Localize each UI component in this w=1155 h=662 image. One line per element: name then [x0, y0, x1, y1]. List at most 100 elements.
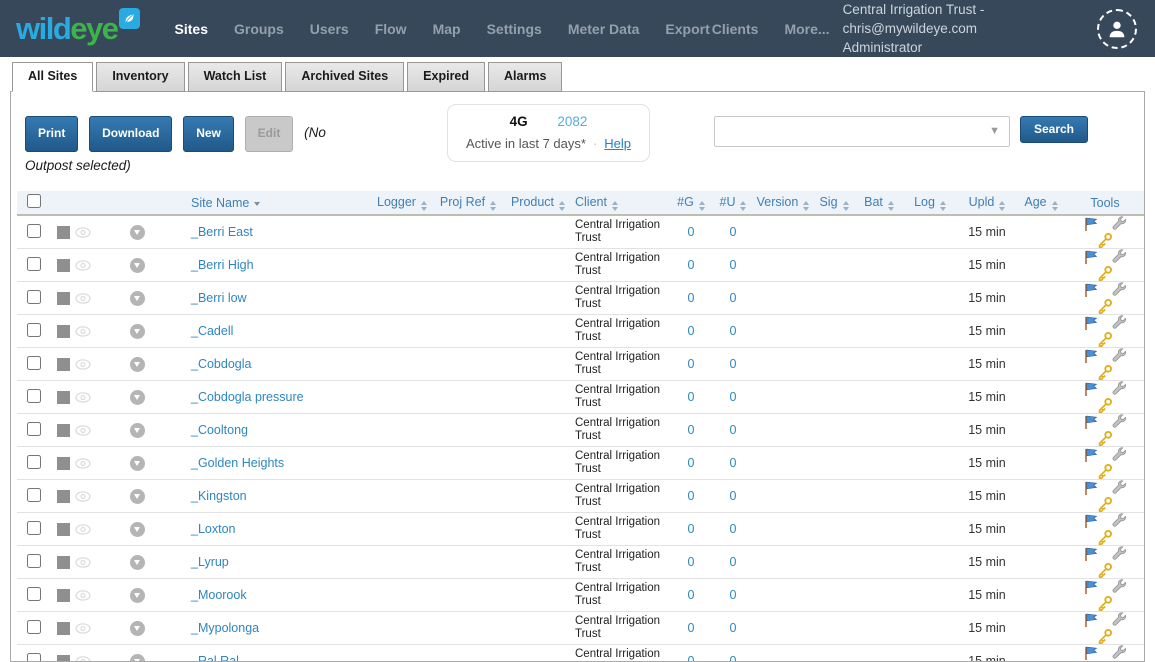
eye-icon[interactable] — [75, 259, 91, 271]
site-link[interactable]: _Berri East — [191, 225, 253, 239]
flag-icon[interactable] — [1083, 480, 1099, 496]
marker-icon[interactable] — [129, 455, 145, 471]
nav-item[interactable]: Groups — [233, 20, 284, 37]
marker-icon[interactable] — [129, 389, 145, 405]
wrench-icon[interactable] — [1111, 645, 1127, 661]
nav-item[interactable]: Meter Data — [567, 20, 640, 37]
eye-icon[interactable] — [75, 391, 91, 403]
eye-icon[interactable] — [75, 589, 91, 601]
marker-icon[interactable] — [129, 290, 145, 306]
row-checkbox[interactable] — [27, 586, 41, 601]
eye-icon[interactable] — [75, 325, 91, 337]
marker-icon[interactable] — [129, 488, 145, 504]
flag-icon[interactable] — [1083, 216, 1099, 232]
col-age[interactable]: Age — [1016, 191, 1066, 216]
tab[interactable]: Inventory — [96, 62, 185, 92]
wrench-icon[interactable] — [1111, 348, 1127, 364]
row-checkbox[interactable] — [27, 256, 41, 271]
tab[interactable]: Expired — [407, 62, 486, 92]
site-link[interactable]: _Golden Heights — [191, 456, 285, 470]
wildeye-logo[interactable]: wildeye — [16, 7, 140, 46]
marker-icon[interactable] — [129, 587, 145, 603]
col-product[interactable]: Product — [501, 191, 575, 216]
tab[interactable]: All Sites — [12, 62, 94, 92]
col-version[interactable]: Version — [754, 191, 812, 216]
nav-item[interactable]: Map — [432, 20, 461, 37]
site-link[interactable]: _Berri low — [191, 291, 247, 305]
key-icon[interactable] — [1097, 430, 1113, 447]
site-link[interactable]: _Cobdogla pressure — [191, 390, 304, 404]
nav-item[interactable]: More... — [784, 20, 830, 37]
wrench-icon[interactable] — [1111, 282, 1127, 298]
help-link[interactable]: Help — [604, 136, 632, 151]
print-button[interactable]: Print — [25, 116, 79, 152]
search-input[interactable] — [720, 118, 986, 145]
site-link[interactable]: _Ral Ral — [191, 654, 239, 662]
eye-icon[interactable] — [75, 292, 91, 304]
row-checkbox[interactable] — [27, 355, 41, 370]
wrench-icon[interactable] — [1111, 612, 1127, 628]
marker-icon[interactable] — [129, 356, 145, 372]
site-link[interactable]: _Moorook — [191, 588, 247, 602]
marker-icon[interactable] — [129, 521, 145, 537]
nav-item[interactable]: Sites — [174, 20, 208, 37]
key-icon[interactable] — [1097, 265, 1113, 282]
key-icon[interactable] — [1097, 628, 1113, 645]
flag-icon[interactable] — [1083, 546, 1099, 562]
site-link[interactable]: _Mypolonga — [191, 621, 260, 635]
key-icon[interactable] — [1097, 364, 1113, 381]
new-button[interactable]: New — [183, 116, 234, 152]
download-button[interactable]: Download — [89, 116, 173, 152]
col-upld[interactable]: Upld — [958, 191, 1016, 216]
marker-icon[interactable] — [129, 257, 145, 273]
wrench-icon[interactable] — [1111, 513, 1127, 529]
row-checkbox[interactable] — [27, 322, 41, 337]
site-link[interactable]: _Lyrup — [191, 555, 229, 569]
row-checkbox[interactable] — [27, 487, 41, 502]
wrench-icon[interactable] — [1111, 414, 1127, 430]
row-checkbox[interactable] — [27, 454, 41, 469]
key-icon[interactable] — [1097, 232, 1113, 249]
site-link[interactable]: _Kingston — [191, 489, 247, 503]
row-checkbox[interactable] — [27, 388, 41, 403]
flag-icon[interactable] — [1083, 348, 1099, 364]
col-bat[interactable]: Bat — [856, 191, 902, 216]
flag-icon[interactable] — [1083, 447, 1099, 463]
flag-icon[interactable] — [1083, 249, 1099, 265]
nav-item[interactable]: Users — [309, 20, 349, 37]
flag-icon[interactable] — [1083, 282, 1099, 298]
nav-item[interactable]: Settings — [486, 20, 542, 37]
tab[interactable]: Archived Sites — [285, 62, 405, 92]
row-checkbox[interactable] — [27, 520, 41, 535]
key-icon[interactable] — [1097, 562, 1113, 579]
eye-icon[interactable] — [75, 523, 91, 535]
marker-icon[interactable] — [129, 422, 145, 438]
flag-icon[interactable] — [1083, 513, 1099, 529]
row-checkbox[interactable] — [27, 289, 41, 304]
flag-icon[interactable] — [1083, 612, 1099, 628]
flag-icon[interactable] — [1083, 315, 1099, 331]
tab[interactable]: Watch List — [187, 62, 283, 92]
eye-icon[interactable] — [75, 655, 91, 661]
row-checkbox[interactable] — [27, 553, 41, 568]
key-icon[interactable] — [1097, 463, 1113, 480]
col-u[interactable]: #U — [712, 191, 754, 216]
flag-icon[interactable] — [1083, 579, 1099, 595]
eye-icon[interactable] — [75, 622, 91, 634]
wrench-icon[interactable] — [1111, 315, 1127, 331]
site-link[interactable]: _Cooltong — [191, 423, 248, 437]
key-icon[interactable] — [1097, 595, 1113, 612]
col-client[interactable]: Client — [575, 191, 670, 216]
site-link[interactable]: _Cadell — [191, 324, 234, 338]
wrench-icon[interactable] — [1111, 249, 1127, 265]
flag-icon[interactable] — [1083, 645, 1099, 661]
nav-item[interactable]: Flow — [374, 20, 407, 37]
eye-icon[interactable] — [75, 490, 91, 502]
row-checkbox[interactable] — [27, 619, 41, 634]
row-checkbox[interactable] — [27, 421, 41, 436]
wrench-icon[interactable] — [1111, 447, 1127, 463]
col-site-name[interactable]: Site Name — [165, 191, 369, 216]
row-checkbox[interactable] — [27, 223, 41, 238]
col-proj-ref[interactable]: Proj Ref — [435, 191, 501, 216]
marker-icon[interactable] — [129, 653, 145, 661]
